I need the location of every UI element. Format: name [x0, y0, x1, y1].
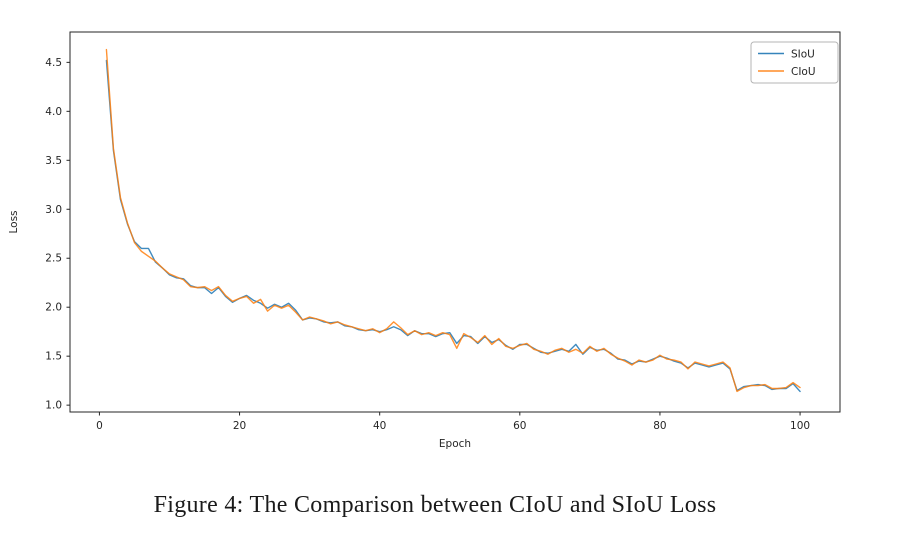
y-tick-label: 3.0 — [45, 204, 62, 216]
loss-comparison-chart: 1.0 1.5 2.0 2.5 3.0 3.5 4.0 4.5 0 20 40 60 80 100 Loss… — [8, 31, 841, 450]
legend: SIoU CIoU — [750, 41, 839, 84]
y-axis-label: Loss — [8, 210, 20, 233]
x-tick-label: 0 — [96, 420, 103, 432]
legend-box — [750, 41, 839, 84]
x-tick-label: 100 — [790, 420, 810, 432]
y-tick-label: 4.0 — [45, 106, 62, 118]
plot-border — [69, 31, 841, 413]
y-tick-label: 3.5 — [45, 155, 62, 167]
chart-svg: 1.0 1.5 2.0 2.5 3.0 3.5 4.0 4.5 0 20 40 60 80 100 Loss… — [8, 31, 841, 450]
y-tick-label: 2.5 — [45, 253, 62, 265]
x-tick-label: 60 — [513, 420, 526, 432]
y-tick-label: 1.5 — [45, 351, 62, 363]
x-tick-label: 20 — [233, 420, 246, 432]
legend-label-ciou: CIoU — [791, 66, 816, 78]
y-tick-label: 4.5 — [45, 57, 62, 69]
series-ciou-line — [105, 48, 801, 393]
legend-label-siou: SIoU — [791, 48, 815, 60]
x-axis-label: Epoch — [439, 438, 471, 450]
y-tick-label: 1.0 — [45, 400, 62, 412]
x-tick-label: 40 — [373, 420, 386, 432]
x-tick-label: 80 — [653, 420, 666, 432]
y-tick-label: 2.0 — [45, 302, 62, 314]
figure-caption: Figure 4: The Comparison between CIoU an… — [153, 492, 717, 518]
